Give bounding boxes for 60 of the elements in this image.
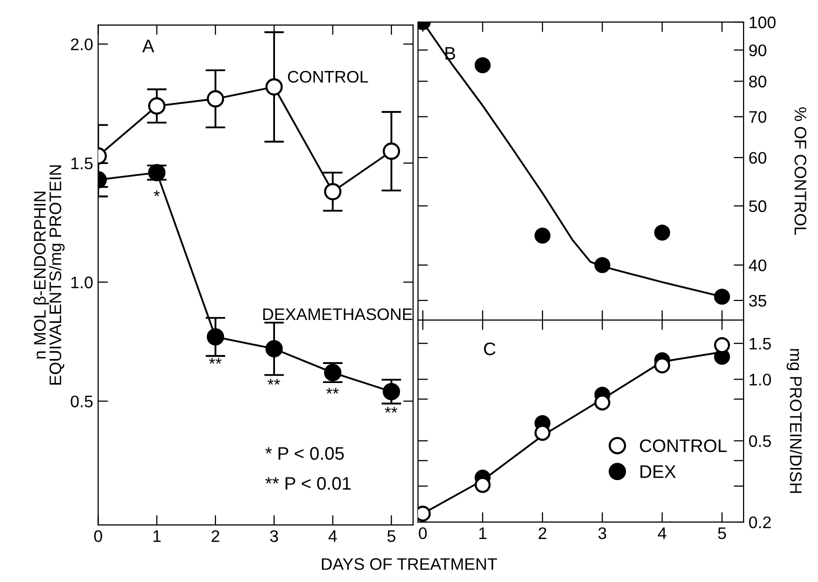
y-tick-label: 0.2 (749, 516, 771, 528)
point (324, 182, 342, 200)
x-tick-label: 4 (658, 528, 666, 539)
y-axis-title: n MOL β-ENDORPHIN EQUIVALENTS/mg PROTEIN (34, 165, 65, 385)
point (265, 78, 283, 96)
point (206, 328, 224, 346)
y-tick-label: 90 (749, 44, 766, 56)
annotation: C (484, 342, 496, 356)
annotation: ** P < 0.01 (265, 477, 351, 490)
annotation: A (142, 40, 154, 52)
point (206, 90, 224, 108)
point (382, 382, 400, 400)
y-axis-title: mg PROTEIN/DISH (786, 349, 802, 493)
annotation: ** (209, 358, 222, 364)
legend-label: CONTROL (640, 439, 727, 452)
x-tick-label: 3 (598, 527, 606, 540)
y-tick-label: 100 (750, 16, 776, 28)
x-tick-label: 2 (212, 530, 220, 542)
annotation: ** (326, 388, 339, 394)
point (594, 257, 610, 274)
x-tick-label: 0 (418, 527, 427, 540)
x-tick-label: 4 (328, 530, 337, 542)
y-tick-label: 35 (749, 294, 766, 307)
point (714, 288, 730, 305)
x-tick-label: 3 (270, 530, 278, 542)
annotation: * P < 0.05 (265, 447, 344, 460)
y-tick-label: 1.0 (750, 374, 771, 386)
y-tick-label: 40 (748, 259, 766, 272)
y-tick-label: 80 (749, 76, 766, 88)
point (265, 340, 283, 358)
x-tick-label: 0 (94, 530, 102, 542)
point (382, 142, 400, 160)
legend-label: DEXAMETHASONE (263, 308, 412, 320)
x-tick-label: 5 (718, 528, 726, 540)
x-tick-label: 1 (153, 530, 161, 542)
x-tick-label: 5 (387, 530, 396, 542)
legend-label: DEX (640, 465, 676, 478)
y-tick-label: 1.5 (71, 158, 93, 170)
y-tick-label: 0.5 (749, 435, 771, 447)
point (148, 97, 166, 115)
x-axis-title: DAYS OF TREATMENT (322, 558, 498, 570)
y-tick-label: 70 (749, 111, 766, 123)
point (594, 394, 610, 410)
y-tick-label: 2.0 (70, 38, 93, 50)
x-tick-label: 2 (538, 527, 546, 539)
y-tick-label: 0.5 (70, 396, 93, 408)
point (654, 224, 670, 241)
annotation: ** (384, 406, 398, 413)
y-axis-title: % OF CONTROL (794, 107, 806, 235)
point (534, 228, 550, 244)
y-tick-label: 1.5 (750, 338, 771, 350)
annotation: ** (268, 378, 280, 385)
point (534, 424, 550, 441)
series-label: CONTROL (288, 70, 368, 83)
point (474, 57, 491, 74)
y-tick-label: 50 (749, 200, 766, 212)
x-tick-label: 1 (479, 528, 486, 539)
y-tick-label: 1.0 (71, 276, 93, 288)
annotation: * (154, 190, 160, 196)
y-tick-label: 60 (749, 152, 766, 164)
